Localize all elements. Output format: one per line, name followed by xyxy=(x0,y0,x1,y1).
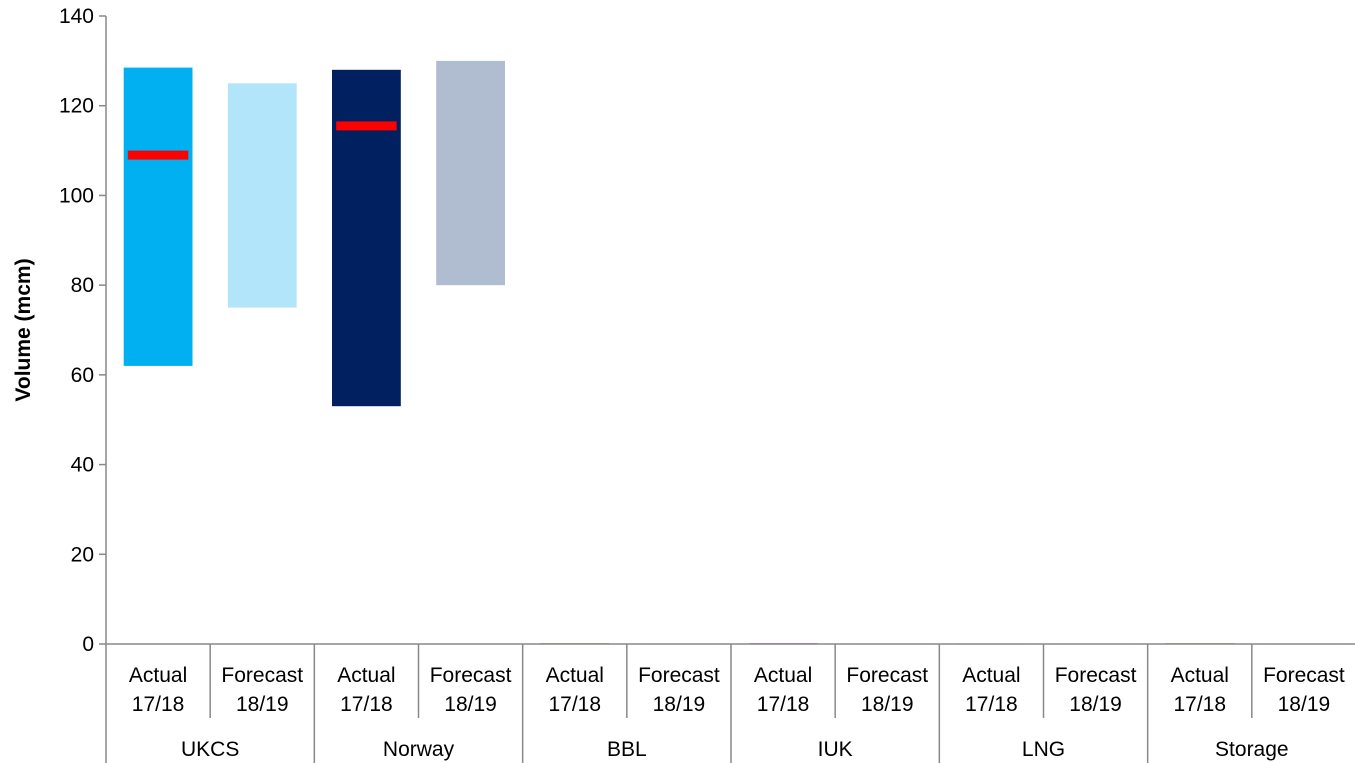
y-tick-label: 140 xyxy=(59,5,94,28)
marker-norway-actual xyxy=(336,121,397,131)
x-sub-label: Forecast 18/19 xyxy=(1055,664,1137,716)
x-sub-label: Actual 17/18 xyxy=(129,664,187,716)
x-group-label-ukcs: UKCS xyxy=(181,738,239,761)
x-sub-label: Forecast 18/19 xyxy=(638,664,720,716)
bar-norway-forecast xyxy=(436,60,505,286)
x-group-label-norway: Norway xyxy=(383,738,455,761)
x-group-label-bbl: BBL xyxy=(607,738,647,761)
x-group-label-lng: LNG xyxy=(1022,738,1065,761)
x-group-label-storage: Storage xyxy=(1215,738,1289,761)
x-sub-label: Forecast 18/19 xyxy=(846,664,928,716)
x-sub-label: Actual 17/18 xyxy=(962,664,1020,716)
x-sub-label: Actual 17/18 xyxy=(754,664,812,716)
bar-ukcs-forecast xyxy=(227,83,297,308)
y-tick-label: 20 xyxy=(71,543,94,566)
bar-norway-actual xyxy=(332,69,401,407)
bars-layer xyxy=(123,60,1339,645)
axes-layer: 0 20 40 60 80 100 120 140 Actual 17/18 Forecast 18/… xyxy=(59,5,1355,763)
markers-layer xyxy=(127,121,397,160)
bar-ukcs-actual xyxy=(123,67,193,366)
x-sub-label: Actual 17/18 xyxy=(1171,664,1229,716)
x-group-label-iuk: IUK xyxy=(818,738,853,761)
y-axis-label: Volume (mcm) xyxy=(12,258,35,401)
x-sub-label: Forecast 18/19 xyxy=(221,664,303,716)
x-sub-label: Actual 17/18 xyxy=(337,664,395,716)
y-tick-label: 40 xyxy=(71,454,94,477)
y-tick-label: 120 xyxy=(59,95,94,118)
x-sub-label: Forecast 18/19 xyxy=(430,664,512,716)
marker-ukcs-actual xyxy=(127,150,189,160)
y-tick-label: 0 xyxy=(82,633,94,656)
y-tick-label: 100 xyxy=(59,184,94,207)
x-sub-label: Forecast 18/19 xyxy=(1263,664,1345,716)
y-tick-label: 60 xyxy=(71,364,94,387)
y-tick-label: 80 xyxy=(71,274,94,297)
x-sub-label: Actual 17/18 xyxy=(546,664,604,716)
